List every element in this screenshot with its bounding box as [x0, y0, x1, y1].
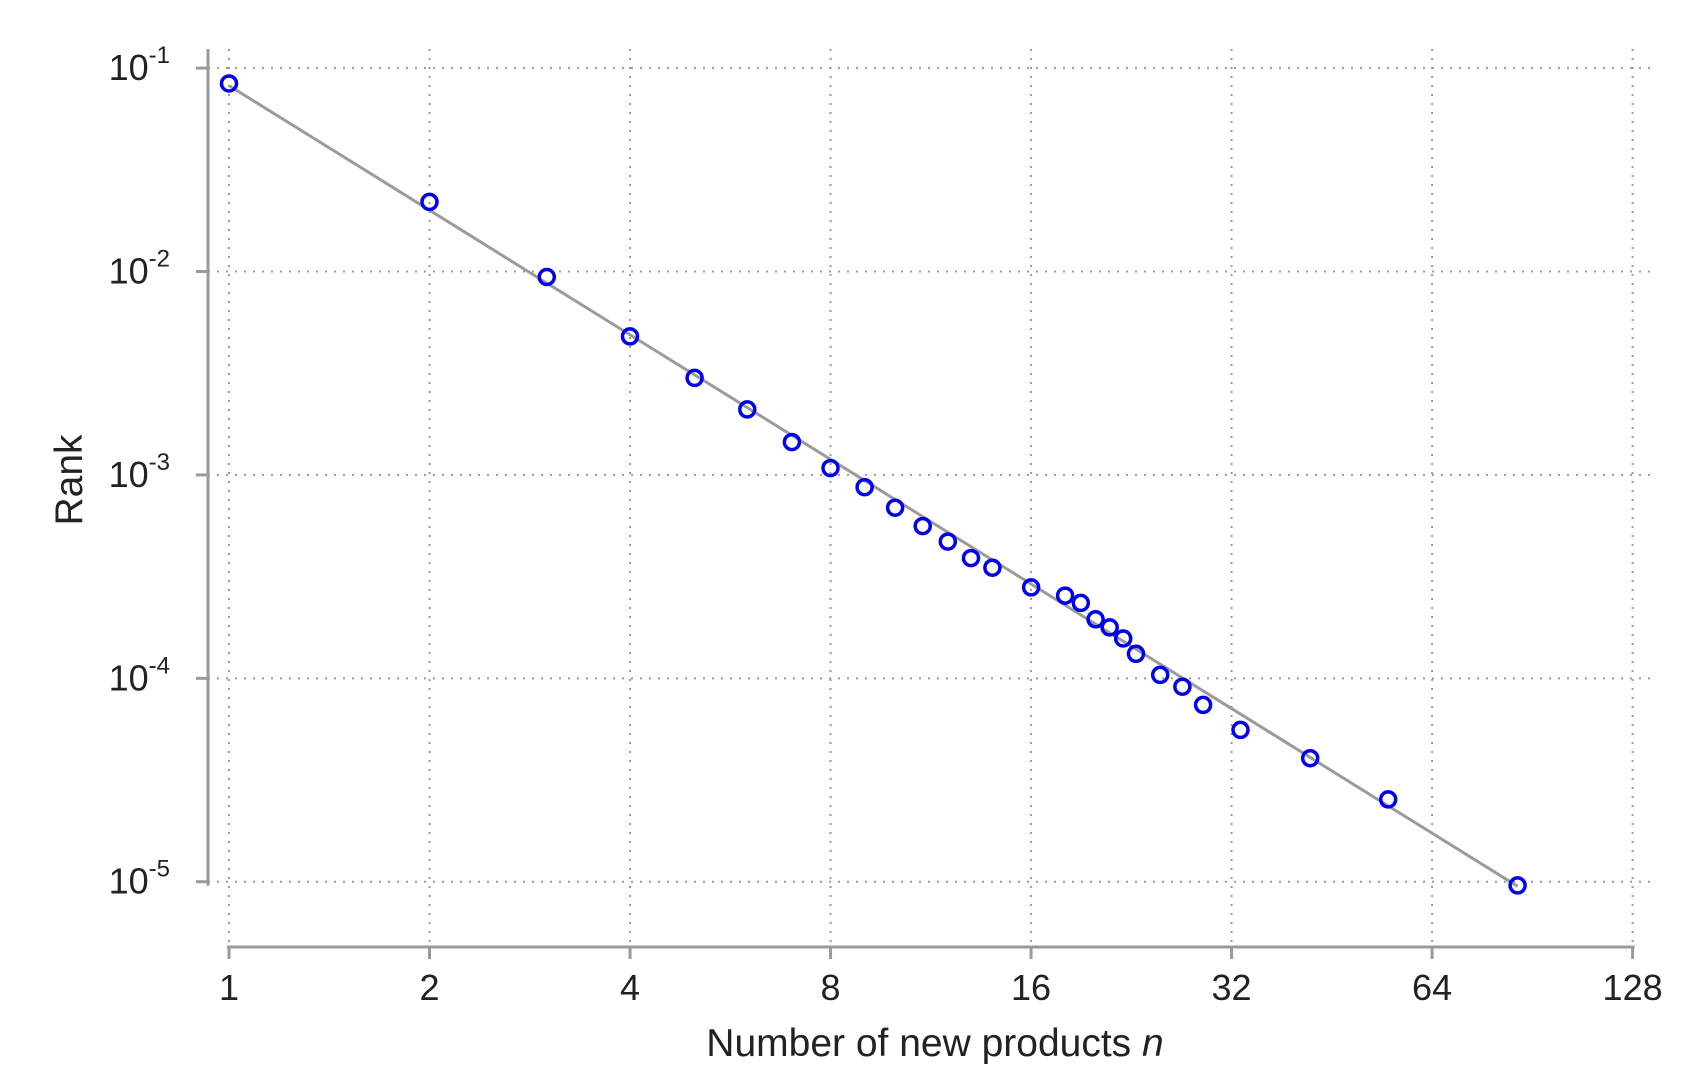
x-tick-label: 16 [1011, 967, 1051, 1008]
data-point [1100, 618, 1119, 637]
y-tick-label: 10-5 [109, 856, 170, 902]
data-point [885, 498, 905, 517]
x-tick-label: 8 [821, 967, 841, 1008]
data-point [1086, 610, 1105, 629]
data-point [1193, 695, 1213, 715]
x-tick-label: 128 [1603, 967, 1663, 1008]
x-tick-label: 4 [620, 967, 640, 1008]
data-point [1378, 790, 1398, 809]
data-point [1126, 644, 1146, 664]
x-axis-title-variable: n [1142, 1022, 1164, 1065]
tick-labels: 1 2 4 8 16 32 64 128 10-1 10-2 10-3 10-4 10-5 [109, 42, 1663, 1008]
data-point [1055, 586, 1075, 605]
data-point [219, 74, 239, 93]
data-point [1231, 720, 1250, 740]
data-point [782, 432, 802, 452]
data-point [938, 532, 958, 551]
data-point [1113, 629, 1133, 648]
y-tick-label: 10-2 [109, 246, 170, 292]
data-point [821, 458, 840, 478]
x-tick-label: 32 [1212, 967, 1252, 1008]
data-point [620, 327, 640, 346]
data-point [420, 192, 439, 212]
data-point [1021, 578, 1041, 597]
data-point [1071, 593, 1091, 613]
data-points [219, 74, 1527, 895]
y-tick-label: 10-4 [109, 652, 170, 698]
data-point [1150, 665, 1170, 685]
x-axis-title-text: Number of new products [706, 1022, 1142, 1065]
data-point [685, 368, 704, 388]
x-tick-label: 2 [419, 967, 439, 1008]
x-tick-label: 1 [219, 967, 239, 1008]
data-point [1508, 876, 1527, 895]
grid-lines [208, 49, 1650, 947]
y-tick-label: 10-1 [109, 42, 170, 88]
data-point [855, 477, 874, 497]
y-axis-title: Rank [48, 434, 91, 526]
data-point [537, 267, 557, 287]
x-tick-label: 64 [1412, 967, 1452, 1008]
data-point [961, 548, 981, 568]
axes [196, 49, 1635, 959]
data-point [983, 558, 1002, 577]
data-point [1173, 677, 1192, 696]
data-point [738, 400, 757, 419]
y-tick-label: 10-3 [109, 449, 170, 495]
data-point [913, 516, 932, 536]
data-point [1300, 748, 1320, 768]
x-axis-title: Number of new products n [706, 1022, 1163, 1065]
